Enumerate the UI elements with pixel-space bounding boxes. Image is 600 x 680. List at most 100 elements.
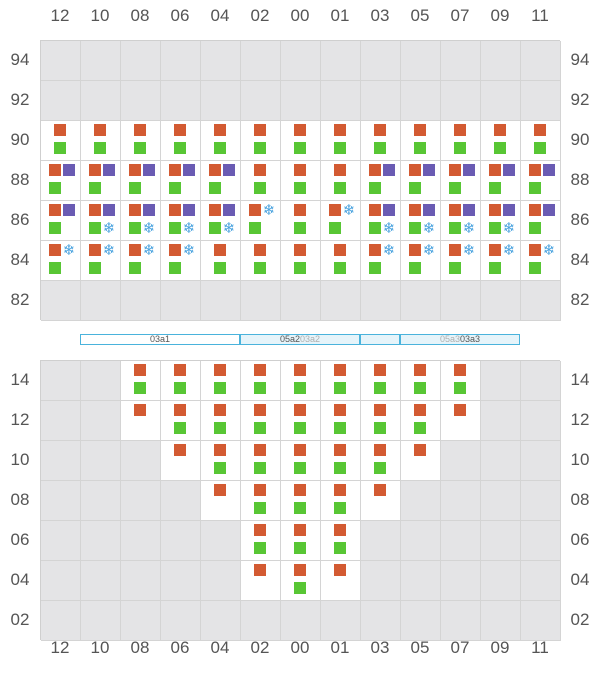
container-slot[interactable]: [281, 401, 321, 441]
container-slot[interactable]: [401, 441, 441, 481]
container-slot[interactable]: [241, 401, 281, 441]
container-slot[interactable]: [161, 401, 201, 441]
container-slot[interactable]: [521, 121, 561, 161]
container-slot[interactable]: ❄: [361, 201, 401, 241]
bay-segment[interactable]: 05a303a3: [400, 334, 520, 345]
container-slot[interactable]: [241, 121, 281, 161]
container-slot[interactable]: [361, 441, 401, 481]
container-slot[interactable]: ❄: [41, 241, 81, 281]
container-slot[interactable]: [201, 161, 241, 201]
container-slot[interactable]: [441, 401, 481, 441]
container-slot[interactable]: [321, 521, 361, 561]
container-slot[interactable]: [481, 121, 521, 161]
empty-slot: [201, 41, 241, 81]
bay-segment[interactable]: 05a203a2: [240, 334, 360, 345]
container-slot[interactable]: ❄: [321, 201, 361, 241]
container-slot[interactable]: [121, 361, 161, 401]
green-marker: [129, 262, 141, 274]
container-slot[interactable]: [241, 161, 281, 201]
container-slot[interactable]: [281, 521, 321, 561]
container-slot[interactable]: ❄: [481, 241, 521, 281]
container-slot[interactable]: [281, 561, 321, 601]
container-slot[interactable]: [281, 161, 321, 201]
container-slot[interactable]: [481, 161, 521, 201]
container-slot[interactable]: ❄: [441, 241, 481, 281]
container-slot[interactable]: [521, 161, 561, 201]
row-label-right: 90: [570, 130, 590, 149]
container-slot[interactable]: [41, 121, 81, 161]
container-slot[interactable]: [81, 161, 121, 201]
container-slot[interactable]: [121, 161, 161, 201]
container-slot[interactable]: [241, 481, 281, 521]
container-slot[interactable]: [41, 161, 81, 201]
container-slot[interactable]: ❄: [481, 201, 521, 241]
container-slot[interactable]: [441, 361, 481, 401]
container-slot[interactable]: [201, 441, 241, 481]
green-marker: [334, 182, 346, 194]
container-slot[interactable]: ❄: [161, 201, 201, 241]
container-slot[interactable]: [41, 201, 81, 241]
container-slot[interactable]: [401, 161, 441, 201]
container-slot[interactable]: [521, 201, 561, 241]
container-slot[interactable]: [401, 361, 441, 401]
container-slot[interactable]: [281, 481, 321, 521]
container-slot[interactable]: [281, 441, 321, 481]
container-slot[interactable]: [161, 121, 201, 161]
container-slot[interactable]: ❄: [81, 201, 121, 241]
container-slot[interactable]: [201, 401, 241, 441]
container-slot[interactable]: ❄: [401, 201, 441, 241]
container-slot[interactable]: [281, 201, 321, 241]
container-slot[interactable]: [201, 121, 241, 161]
empty-slot: [401, 41, 441, 81]
container-slot[interactable]: [161, 361, 201, 401]
container-slot[interactable]: [121, 121, 161, 161]
container-slot[interactable]: [321, 161, 361, 201]
container-slot[interactable]: [441, 161, 481, 201]
container-slot[interactable]: [121, 401, 161, 441]
container-slot[interactable]: [161, 441, 201, 481]
container-slot[interactable]: [241, 241, 281, 281]
container-slot[interactable]: ❄: [81, 241, 121, 281]
container-slot[interactable]: [201, 481, 241, 521]
container-slot[interactable]: [241, 361, 281, 401]
container-slot[interactable]: [201, 361, 241, 401]
container-slot[interactable]: [241, 521, 281, 561]
container-slot[interactable]: ❄: [401, 241, 441, 281]
container-slot[interactable]: [361, 121, 401, 161]
orange-marker: [409, 244, 421, 256]
container-slot[interactable]: [201, 241, 241, 281]
container-slot[interactable]: [281, 361, 321, 401]
container-slot[interactable]: [321, 361, 361, 401]
container-slot[interactable]: [401, 121, 441, 161]
container-slot[interactable]: [441, 121, 481, 161]
container-slot[interactable]: ❄: [121, 201, 161, 241]
container-slot[interactable]: ❄: [361, 241, 401, 281]
container-slot[interactable]: [321, 401, 361, 441]
container-slot[interactable]: [321, 561, 361, 601]
container-slot[interactable]: ❄: [201, 201, 241, 241]
container-slot[interactable]: ❄: [161, 241, 201, 281]
container-slot[interactable]: [81, 121, 121, 161]
container-slot[interactable]: [361, 481, 401, 521]
empty-slot: [161, 41, 201, 81]
container-slot[interactable]: [241, 561, 281, 601]
container-slot[interactable]: [321, 241, 361, 281]
container-slot[interactable]: ❄: [521, 241, 561, 281]
container-slot[interactable]: [401, 401, 441, 441]
bay-segment[interactable]: 03a1: [80, 334, 240, 345]
container-slot[interactable]: ❄: [441, 201, 481, 241]
container-slot[interactable]: [361, 161, 401, 201]
container-slot[interactable]: [321, 121, 361, 161]
container-slot[interactable]: [321, 441, 361, 481]
container-slot[interactable]: [161, 161, 201, 201]
container-slot[interactable]: [321, 481, 361, 521]
container-slot[interactable]: [281, 241, 321, 281]
container-slot[interactable]: [281, 121, 321, 161]
container-slot[interactable]: ❄: [121, 241, 161, 281]
container-slot[interactable]: [241, 441, 281, 481]
row-label-left: 10: [10, 450, 30, 469]
bay-segment[interactable]: [360, 334, 400, 345]
container-slot[interactable]: [361, 361, 401, 401]
container-slot[interactable]: ❄: [241, 201, 281, 241]
container-slot[interactable]: [361, 401, 401, 441]
